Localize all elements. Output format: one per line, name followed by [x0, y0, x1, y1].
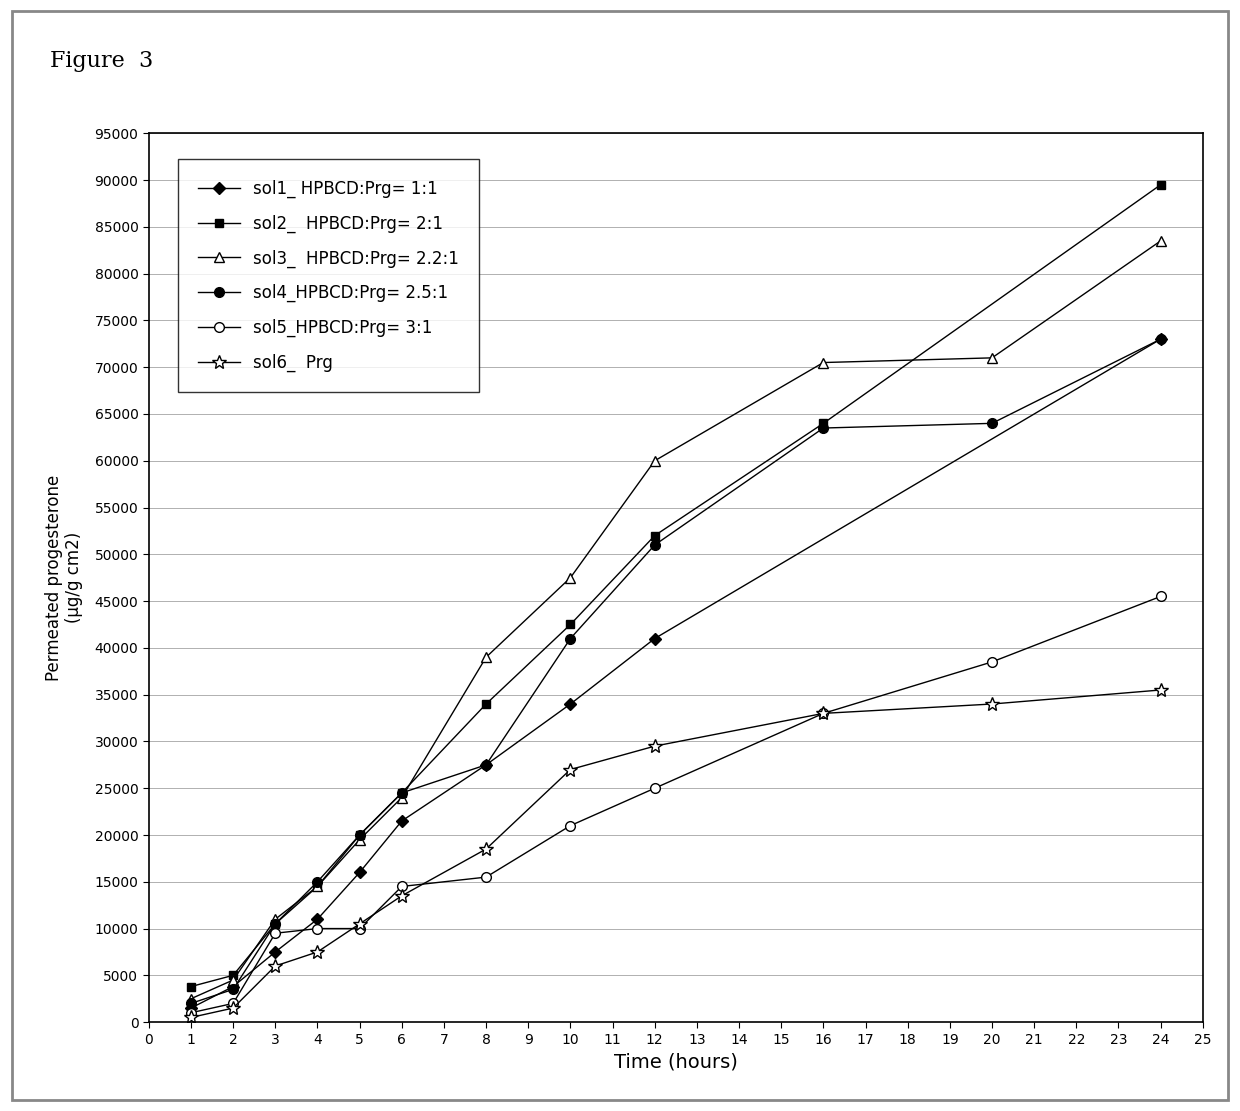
sol2_  HPBCD:Prg= 2:1	[1153, 178, 1168, 191]
sol1_ HPBCD:Prg= 1:1	[479, 758, 494, 771]
sol2_  HPBCD:Prg= 2:1	[310, 880, 325, 893]
sol3_  HPBCD:Prg= 2.2:1	[985, 351, 999, 364]
sol3_  HPBCD:Prg= 2.2:1	[226, 973, 241, 987]
sol4_HPBCD:Prg= 2.5:1	[479, 758, 494, 771]
sol1_ HPBCD:Prg= 1:1	[184, 1001, 198, 1014]
sol3_  HPBCD:Prg= 2.2:1	[268, 912, 283, 925]
Line: sol6_  Prg: sol6_ Prg	[184, 683, 1168, 1024]
sol5_HPBCD:Prg= 3:1	[394, 880, 409, 893]
sol4_HPBCD:Prg= 2.5:1	[310, 875, 325, 889]
sol3_  HPBCD:Prg= 2.2:1	[479, 651, 494, 664]
sol3_  HPBCD:Prg= 2.2:1	[1153, 234, 1168, 248]
sol5_HPBCD:Prg= 3:1	[816, 707, 831, 720]
sol5_HPBCD:Prg= 3:1	[310, 922, 325, 935]
sol3_  HPBCD:Prg= 2.2:1	[647, 454, 662, 468]
sol4_HPBCD:Prg= 2.5:1	[184, 997, 198, 1010]
sol4_HPBCD:Prg= 2.5:1	[394, 787, 409, 800]
Line: sol2_  HPBCD:Prg= 2:1: sol2_ HPBCD:Prg= 2:1	[187, 181, 1164, 991]
sol2_  HPBCD:Prg= 2:1	[394, 787, 409, 800]
sol4_HPBCD:Prg= 2.5:1	[563, 632, 578, 645]
sol2_  HPBCD:Prg= 2:1	[816, 417, 831, 430]
sol5_HPBCD:Prg= 3:1	[184, 1007, 198, 1020]
sol4_HPBCD:Prg= 2.5:1	[352, 829, 367, 842]
sol6_  Prg	[352, 918, 367, 931]
Text: Figure  3: Figure 3	[50, 50, 153, 72]
sol6_  Prg	[268, 959, 283, 972]
sol4_HPBCD:Prg= 2.5:1	[1153, 332, 1168, 346]
sol1_ HPBCD:Prg= 1:1	[268, 945, 283, 959]
sol3_  HPBCD:Prg= 2.2:1	[184, 992, 198, 1005]
sol2_  HPBCD:Prg= 2:1	[479, 698, 494, 711]
sol3_  HPBCD:Prg= 2.2:1	[563, 571, 578, 584]
sol6_  Prg	[184, 1011, 198, 1024]
sol1_ HPBCD:Prg= 1:1	[647, 632, 662, 645]
sol4_HPBCD:Prg= 2.5:1	[268, 918, 283, 931]
sol1_ HPBCD:Prg= 1:1	[352, 865, 367, 879]
Legend: sol1_ HPBCD:Prg= 1:1, sol2_  HPBCD:Prg= 2:1, sol3_  HPBCD:Prg= 2.2:1, sol4_HPBCD: sol1_ HPBCD:Prg= 1:1, sol2_ HPBCD:Prg= 2…	[179, 160, 479, 392]
Line: sol5_HPBCD:Prg= 3:1: sol5_HPBCD:Prg= 3:1	[186, 591, 1166, 1018]
sol3_  HPBCD:Prg= 2.2:1	[310, 880, 325, 893]
Line: sol3_  HPBCD:Prg= 2.2:1: sol3_ HPBCD:Prg= 2.2:1	[186, 236, 1166, 1003]
X-axis label: Time (hours): Time (hours)	[614, 1052, 738, 1071]
sol6_  Prg	[816, 707, 831, 720]
sol1_ HPBCD:Prg= 1:1	[1153, 332, 1168, 346]
sol2_  HPBCD:Prg= 2:1	[268, 918, 283, 931]
sol6_  Prg	[563, 763, 578, 777]
sol6_  Prg	[479, 842, 494, 855]
sol6_  Prg	[1153, 683, 1168, 697]
sol2_  HPBCD:Prg= 2:1	[563, 618, 578, 631]
sol4_HPBCD:Prg= 2.5:1	[647, 539, 662, 552]
sol3_  HPBCD:Prg= 2.2:1	[816, 356, 831, 369]
sol5_HPBCD:Prg= 3:1	[352, 922, 367, 935]
sol6_  Prg	[394, 889, 409, 902]
sol1_ HPBCD:Prg= 1:1	[394, 814, 409, 828]
sol2_  HPBCD:Prg= 2:1	[352, 829, 367, 842]
sol2_  HPBCD:Prg= 2:1	[226, 969, 241, 982]
sol1_ HPBCD:Prg= 1:1	[310, 912, 325, 925]
sol4_HPBCD:Prg= 2.5:1	[226, 983, 241, 997]
Line: sol4_HPBCD:Prg= 2.5:1: sol4_HPBCD:Prg= 2.5:1	[186, 334, 1166, 1009]
sol5_HPBCD:Prg= 3:1	[563, 819, 578, 832]
sol4_HPBCD:Prg= 2.5:1	[816, 421, 831, 434]
sol1_ HPBCD:Prg= 1:1	[563, 698, 578, 711]
sol3_  HPBCD:Prg= 2.2:1	[352, 833, 367, 847]
sol5_HPBCD:Prg= 3:1	[226, 997, 241, 1010]
sol2_  HPBCD:Prg= 2:1	[184, 980, 198, 993]
sol5_HPBCD:Prg= 3:1	[268, 927, 283, 940]
sol6_  Prg	[647, 740, 662, 753]
sol1_ HPBCD:Prg= 1:1	[226, 980, 241, 993]
sol5_HPBCD:Prg= 3:1	[1153, 590, 1168, 603]
Line: sol1_ HPBCD:Prg= 1:1: sol1_ HPBCD:Prg= 1:1	[187, 336, 1164, 1012]
sol4_HPBCD:Prg= 2.5:1	[985, 417, 999, 430]
sol2_  HPBCD:Prg= 2:1	[647, 529, 662, 542]
sol5_HPBCD:Prg= 3:1	[985, 655, 999, 669]
sol5_HPBCD:Prg= 3:1	[479, 870, 494, 883]
sol5_HPBCD:Prg= 3:1	[647, 781, 662, 794]
sol3_  HPBCD:Prg= 2.2:1	[394, 791, 409, 804]
sol6_  Prg	[985, 698, 999, 711]
sol6_  Prg	[310, 945, 325, 959]
sol6_  Prg	[226, 1001, 241, 1014]
Y-axis label: Permeated progesterone
(µg/g cm2): Permeated progesterone (µg/g cm2)	[45, 474, 83, 681]
